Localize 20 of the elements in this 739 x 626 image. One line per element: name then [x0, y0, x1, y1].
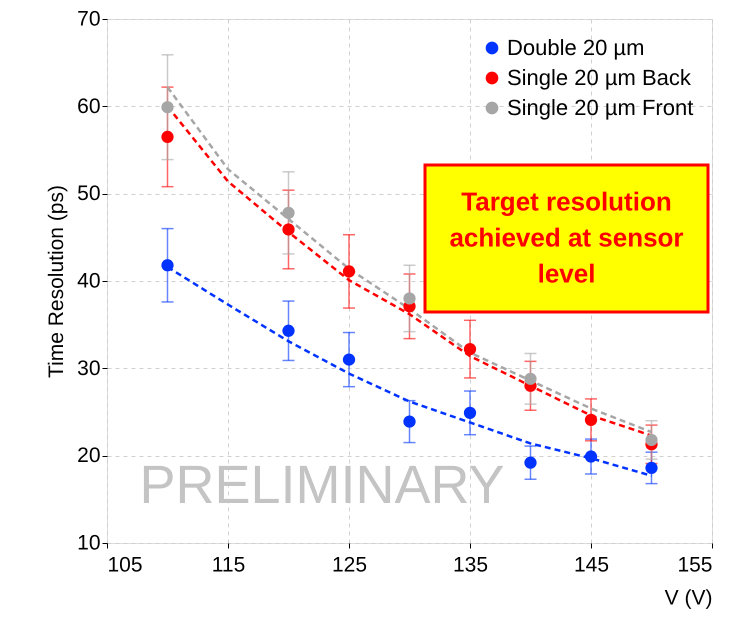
y-tick-label: 60 [77, 94, 100, 118]
x-tick-label: 125 [332, 554, 368, 576]
x-tick-label: 135 [452, 554, 488, 576]
legend-label: Single 20 µm Back [507, 65, 692, 90]
annotation: PRELIMINARY [139, 455, 505, 515]
y-axis-title: Time Resolution (ps) [45, 185, 68, 378]
y-tick-label: 30 [77, 356, 100, 380]
y-tick-label: 50 [77, 182, 100, 206]
annotation: Target resolution achieved at sensor level [449, 186, 684, 288]
x-tick-label: 105 [108, 554, 143, 576]
y-tick-label: 70 [77, 8, 100, 30]
x-tick-label: 155 [677, 554, 712, 576]
x-tick-label: 115 [212, 554, 246, 576]
x-axis-title: V (V) [664, 586, 712, 610]
x-tick-label: 145 [574, 554, 610, 576]
y-tick-label: 40 [77, 270, 100, 292]
legend-label: Single 20 µm Front [507, 95, 694, 120]
y-tick-label: 20 [77, 444, 100, 468]
legend-label: Double 20 µm [507, 35, 644, 60]
y-tick-label: 10 [77, 532, 100, 554]
